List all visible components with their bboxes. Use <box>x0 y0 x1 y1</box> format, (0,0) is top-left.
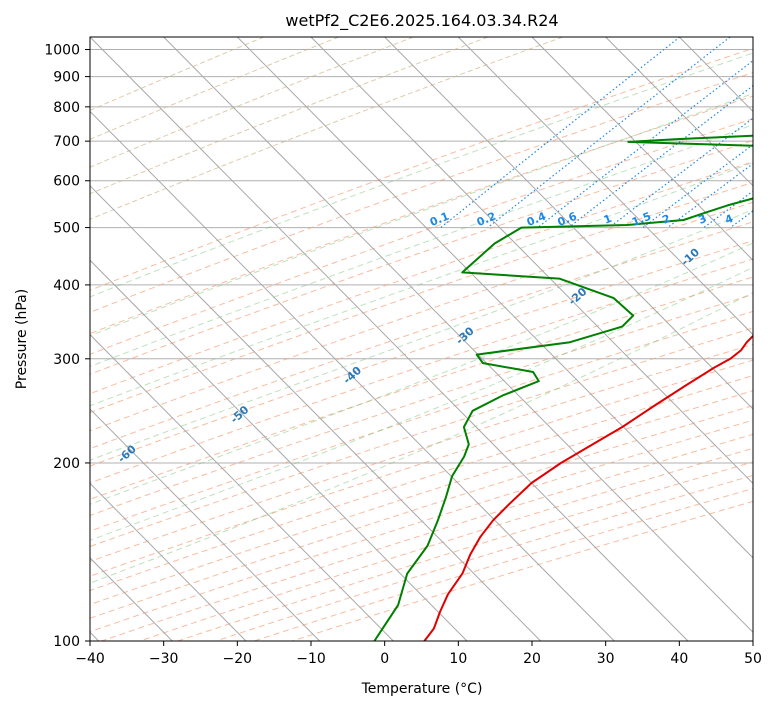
dry-adiabat-line <box>90 240 753 467</box>
dry-adiabat-line <box>90 419 753 633</box>
dry-adiabat-line <box>90 181 753 414</box>
moist-adiabat-line <box>90 291 753 584</box>
x-tick-label: 30 <box>597 651 615 667</box>
x-tick-label: 40 <box>670 651 688 667</box>
y-tick-label: 400 <box>53 278 80 294</box>
isotherm-line <box>90 185 541 641</box>
dry-adiabat-line <box>101 433 753 641</box>
moist-adiabat-line <box>90 266 753 541</box>
dry-adiabat-line <box>139 447 753 641</box>
dry-adiabat-line <box>90 37 339 140</box>
dry-adiabat-line <box>90 258 753 484</box>
x-tick-label: 0 <box>380 651 389 667</box>
mixing-ratio-lines <box>440 37 753 229</box>
dry-adiabat-line <box>90 221 753 450</box>
moist-adiabat-line <box>90 52 753 298</box>
mixing-ratio-line <box>608 117 753 229</box>
isotherm-line <box>457 37 753 336</box>
isotherm-line <box>90 482 247 641</box>
x-tick-label: 20 <box>523 651 541 667</box>
isotherms <box>90 37 753 641</box>
x-tick-label: −30 <box>149 651 179 667</box>
y-tick-label: 700 <box>53 134 80 150</box>
dry-adiabat-line <box>90 139 753 375</box>
x-tick-label: 50 <box>744 651 762 667</box>
dry-adiabat-line <box>90 201 753 432</box>
mixing-ratio-label: 2 <box>660 212 672 227</box>
chart-title: wetPf2_C2E6.2025.164.03.34.R24 <box>285 11 558 31</box>
x-axis: −40 −30 −20 −10 0 10 20 30 40 50 <box>75 641 762 667</box>
isotherm-line <box>90 259 468 641</box>
isotherm-line <box>163 37 753 633</box>
y-axis: 1000 900 800 700 600 500 400 300 200 100 <box>44 43 90 650</box>
x-tick-label: −40 <box>75 651 105 667</box>
mixing-ratio-line <box>537 59 753 229</box>
y-axis-title: Pressure (hPa) <box>14 289 30 389</box>
isotherm-line <box>310 37 753 485</box>
dry-adiabat-line <box>90 161 753 395</box>
y-tick-label: 300 <box>53 352 80 368</box>
plot-area: 0.10.20.40.611.52346810131620253036-100-… <box>90 37 753 641</box>
isotherm-line <box>531 37 753 261</box>
dry-adiabat-line <box>90 95 753 335</box>
y-tick-label: 800 <box>53 100 80 116</box>
isotherm-line <box>90 408 320 641</box>
dry-adiabat-line <box>90 390 753 606</box>
mixing-ratio-label: 1 <box>602 212 614 227</box>
dry-adiabat-line <box>90 327 753 548</box>
sounding-profiles <box>373 134 753 641</box>
x-tick-label: 10 <box>449 651 467 667</box>
temperature-profile-line <box>423 334 753 641</box>
y-tick-label: 100 <box>53 634 80 650</box>
isotherm-line <box>90 110 615 641</box>
plot-frame <box>89 36 754 642</box>
x-tick-label: −10 <box>296 651 326 667</box>
dry-adiabat-line <box>90 375 753 592</box>
moist-adiabat-line <box>90 161 753 407</box>
isotherm-line <box>384 37 753 410</box>
dry-adiabat-line <box>90 310 753 532</box>
dry-adiabat-line <box>90 405 753 619</box>
y-tick-label: 600 <box>53 174 80 190</box>
mixing-ratio-line <box>440 37 681 229</box>
dewpoint-profile-line <box>373 134 753 641</box>
grid-layer <box>90 49 753 641</box>
moist-adiabats <box>90 52 753 584</box>
moist-adiabat-line <box>90 209 753 461</box>
y-tick-label: 1000 <box>44 43 80 59</box>
isotherm-line <box>236 37 753 559</box>
mixing-ratio-line <box>568 84 753 229</box>
isotherm-line <box>90 333 394 641</box>
x-axis-title: Temperature (°C) <box>361 681 483 697</box>
x-tick-label: −20 <box>223 651 253 667</box>
isotherm-line <box>90 37 689 641</box>
mixing-ratio-label: 3 <box>697 212 709 227</box>
y-tick-label: 500 <box>53 221 80 237</box>
y-tick-label: 900 <box>53 70 80 86</box>
dry-adiabat-line <box>90 276 753 500</box>
y-tick-label: 200 <box>53 456 80 472</box>
moist-adiabat-line <box>90 242 753 505</box>
